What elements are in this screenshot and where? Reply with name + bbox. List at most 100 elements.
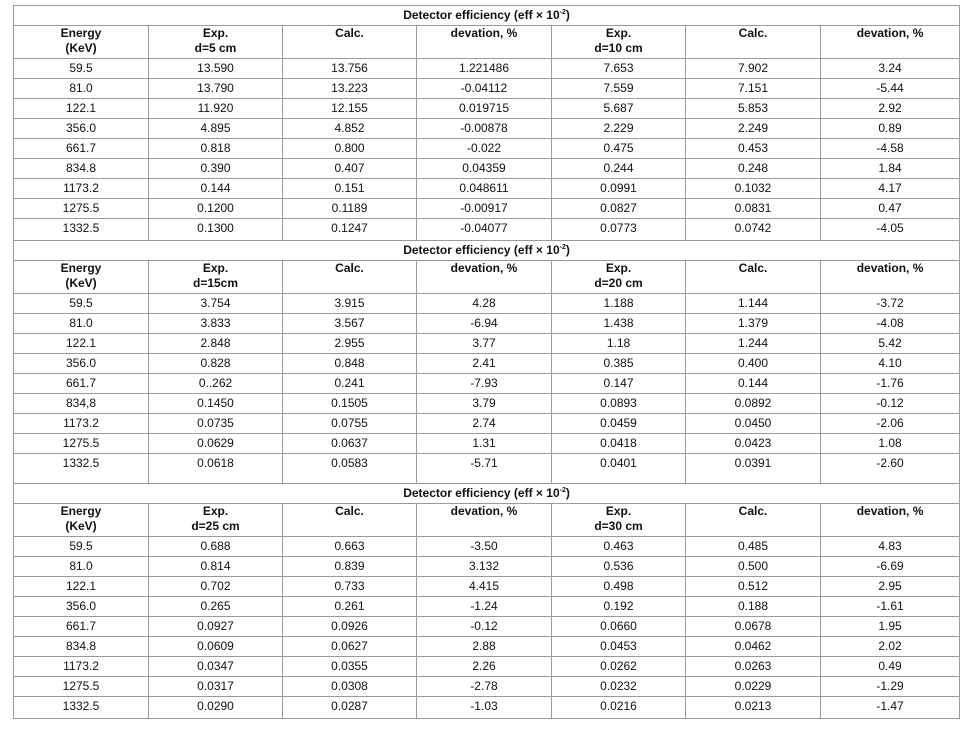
table-row: 1173.2 0.0347 0.0355 2.26 0.0262 0.0263 0.49: [13, 656, 961, 677]
exp-cell-2: 0.192: [551, 596, 686, 617]
deviation-cell-2: 0.49: [819, 656, 961, 677]
deviation-cell-1: -0.00917: [416, 198, 552, 219]
exp-cell-1: 0.390: [148, 158, 283, 179]
deviation-cell-2: -1.76: [819, 373, 961, 394]
header-line: d=30 cm: [594, 519, 643, 533]
calc-cell-1: 0.0926: [282, 616, 417, 637]
energy-cell: 81.0: [13, 78, 149, 99]
exp-cell-1: 4.895: [148, 118, 283, 139]
calc-cell-1: 0.407: [282, 158, 417, 179]
calc-cell-1: 12.155: [282, 98, 417, 119]
table-row: 122.1 2.848 2.955 3.77 1.18 1.244 5.42: [13, 333, 961, 354]
deviation-cell-1: 4.415: [416, 576, 552, 597]
exp-cell-1: 11.920: [148, 98, 283, 119]
column-header-row: Energy (KeV) Exp. d=5 cm Calc. devation, % Exp…: [13, 25, 961, 59]
deviation-cell-2: -5.44: [819, 78, 961, 99]
table-body: Detector efficiency (eff × 10-2) Energy (K…: [12, 5, 961, 719]
calc-cell-1: 13.223: [282, 78, 417, 99]
header-line: devation, %: [450, 26, 518, 41]
energy-cell: 834.8: [13, 636, 149, 657]
calc-cell-1: 4.852: [282, 118, 417, 139]
calc-cell-2: 1.379: [685, 313, 821, 334]
header-line: d=10 cm: [594, 41, 643, 55]
calc-header-1: Calc.: [282, 25, 417, 59]
title-text: Detector efficiency (eff × 10: [403, 8, 560, 22]
table-row: 1173.2 0.0735 0.0755 2.74 0.0459 0.0450 -2.06: [13, 413, 961, 434]
deviation-cell-1: -5.71: [416, 453, 552, 484]
table-row: 122.1 0.702 0.733 4.415 0.498 0.512 2.95: [13, 576, 961, 597]
deviation-cell-1: 3.79: [416, 393, 552, 414]
calc-cell-2: 0.0423: [685, 433, 821, 454]
calc-cell-2: 0.0831: [685, 198, 821, 219]
deviation-cell-2: 0.47: [819, 198, 961, 219]
exp-cell-1: 0.814: [148, 556, 283, 577]
title-text: Detector efficiency (eff × 10: [403, 243, 560, 257]
calc-cell-1: 0.0627: [282, 636, 417, 657]
deviation-cell-1: -0.00878: [416, 118, 552, 139]
deviation-cell-2: -2.06: [819, 413, 961, 434]
title-suffix: ): [565, 243, 570, 257]
energy-cell: 1275.5: [13, 676, 149, 697]
energy-cell: 122.1: [13, 98, 149, 119]
header-line: Calc.: [335, 26, 364, 41]
table-row: 1332.5 0.1300 0.1247 -0.04077 0.0773 0.0742 -4…: [13, 218, 961, 241]
energy-cell: 1332.5: [13, 218, 149, 241]
calc-cell-1: 0.151: [282, 178, 417, 199]
table-row: 81.0 0.814 0.839 3.132 0.536 0.500 -6.69: [13, 556, 961, 577]
deviation-cell-1: -1.24: [416, 596, 552, 617]
exp-cell-2: 7.559: [551, 78, 686, 99]
energy-cell: 81.0: [13, 313, 149, 334]
deviation-cell-2: -1.61: [819, 596, 961, 617]
energy-header: Energy (KeV): [13, 260, 149, 294]
section-title-row: Detector efficiency (eff × 10-2): [12, 5, 961, 26]
exp-cell-1: 0.828: [148, 353, 283, 374]
calc-cell-2: 2.249: [685, 118, 821, 139]
calc-cell-1: 0.261: [282, 596, 417, 617]
calc-cell-2: 0.453: [685, 138, 821, 159]
calc-cell-1: 0.848: [282, 353, 417, 374]
deviation-cell-2: -1.29: [819, 676, 961, 697]
exp-cell-2: 0.0453: [551, 636, 686, 657]
exp-cell-2: 0.244: [551, 158, 686, 179]
header-line: Calc.: [738, 26, 768, 41]
table-row: 356.0 4.895 4.852 -0.00878 2.229 2.249 0.89: [13, 118, 961, 139]
exp-cell-1: 0.1200: [148, 198, 283, 219]
deviation-cell-1: -7.93: [416, 373, 552, 394]
exp-cell-1: 3.754: [148, 293, 283, 314]
exp-cell-1: 2.848: [148, 333, 283, 354]
deviation-cell-1: 3.77: [416, 333, 552, 354]
calc-header-2: Calc.: [685, 260, 821, 294]
deviation-header-2: devation, %: [819, 260, 961, 294]
title-exponent: -2: [559, 9, 566, 16]
deviation-cell-2: 1.84: [819, 158, 961, 179]
table-row: 356.0 0.828 0.848 2.41 0.385 0.400 4.10: [13, 353, 961, 374]
deviation-cell-2: 1.95: [819, 616, 961, 637]
calc-cell-1: 3.915: [282, 293, 417, 314]
energy-cell: 59.5: [13, 293, 149, 314]
exp-cell-2: 0.0216: [551, 696, 686, 719]
calc-header-1: Calc.: [282, 260, 417, 294]
header-line: Energy: [60, 26, 102, 41]
header-line: devation, %: [856, 26, 924, 41]
title-exponent: -2: [559, 244, 566, 251]
energy-header: Energy (KeV): [13, 25, 149, 59]
energy-cell: 356.0: [13, 596, 149, 617]
section-title: Detector efficiency (eff × 10-2): [12, 5, 961, 26]
calc-cell-2: 5.853: [685, 98, 821, 119]
energy-cell: 1332.5: [13, 453, 149, 484]
calc-cell-2: 0.144: [685, 373, 821, 394]
exp-cell-2: 7.653: [551, 58, 686, 79]
calc-cell-1: 0.663: [282, 536, 417, 557]
exp-header-1: Exp. d=5 cm: [148, 25, 283, 59]
exp-cell-1: 0.1450: [148, 393, 283, 414]
calc-cell-1: 0.0287: [282, 696, 417, 719]
exp-cell-1: 3.833: [148, 313, 283, 334]
deviation-cell-1: 0.019715: [416, 98, 552, 119]
energy-cell: 1332.5: [13, 696, 149, 719]
exp-cell-2: 1.438: [551, 313, 686, 334]
deviation-cell-2: 0.89: [819, 118, 961, 139]
table-row: 1332.5 0.0290 0.0287 -1.03 0.0216 0.0213 -1.47: [13, 696, 961, 719]
exp-cell-2: 0.147: [551, 373, 686, 394]
deviation-cell-2: -3.72: [819, 293, 961, 314]
deviation-header-2: devation, %: [819, 503, 961, 537]
